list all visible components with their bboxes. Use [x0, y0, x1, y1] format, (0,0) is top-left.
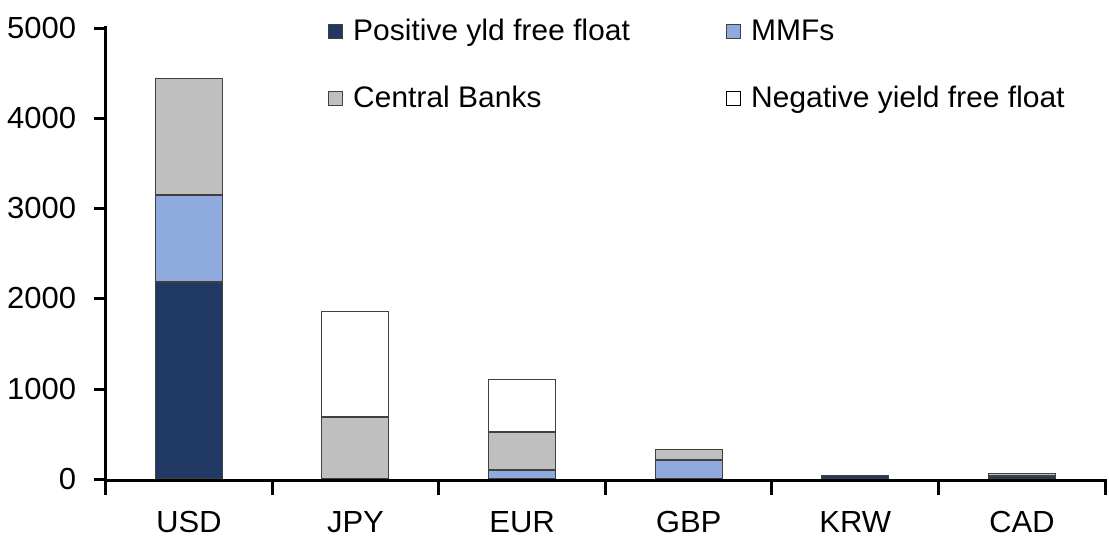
y-tick-label: 3000	[7, 190, 76, 226]
y-tick-label: 0	[58, 461, 76, 496]
y-axis-tick	[94, 207, 104, 211]
legend-item-central-banks: Central Banks	[328, 81, 541, 115]
bar-segment-usd-positive-yld-free-float	[154, 282, 223, 479]
x-category-label: USD	[156, 504, 222, 539]
legend-item-positive-yld-free-float: Positive yld free float	[328, 14, 630, 48]
y-axis-tick	[94, 478, 104, 481]
x-category-label: CAD	[989, 504, 1055, 539]
y-tick-label: 4000	[7, 99, 76, 135]
x-axis-tick	[104, 479, 107, 495]
bar-segment-cad-positive-yld-free-float	[987, 475, 1056, 479]
y-axis-line	[104, 26, 107, 482]
legend-swatch-positive-yld-free-float-icon	[328, 23, 343, 39]
x-axis-tick	[603, 479, 607, 495]
x-axis-tick	[270, 479, 274, 495]
x-axis-tick	[770, 479, 774, 495]
legend-swatch-mmfs-icon	[726, 23, 741, 39]
y-tick-label: 2000	[7, 280, 76, 316]
bar-segment-jpy-negative-yield-free-float	[321, 311, 390, 417]
legend-label-negative-yield-free-float: Negative yield free float	[751, 81, 1065, 114]
y-tick-label: 5000	[7, 9, 76, 45]
legend-label-mmfs: MMFs	[751, 14, 835, 47]
x-axis-tick	[437, 479, 441, 495]
bar-segment-usd-mmfs	[154, 195, 223, 283]
y-tick-label: 1000	[7, 370, 76, 406]
bar-segment-eur-central-banks	[488, 432, 556, 470]
bar-segment-gbp-mmfs	[654, 460, 723, 479]
legend-swatch-central-banks-icon	[328, 90, 343, 106]
bar-segment-cad-central-banks	[987, 472, 1056, 476]
bar-segment-usd-central-banks	[154, 78, 223, 196]
legend-item-negative-yield-free-float: Negative yield free float	[726, 81, 1065, 115]
x-axis-tick	[937, 479, 940, 495]
legend-item-mmfs: MMFs	[726, 14, 834, 48]
legend-swatch-negative-yield-free-float-icon	[726, 90, 741, 106]
x-axis-tick	[1103, 479, 1107, 495]
bar-segment-eur-negative-yield-free-float	[488, 378, 556, 433]
bar-segment-krw-positive-yld-free-float	[821, 475, 890, 479]
legend-label-positive-yld-free-float: Positive yld free float	[353, 14, 630, 47]
bar-segment-gbp-central-banks	[654, 449, 723, 461]
legend-label-central-banks: Central Banks	[353, 81, 542, 114]
y-axis-tick	[94, 26, 104, 30]
x-category-label: EUR	[489, 504, 555, 539]
x-category-label: JPY	[326, 504, 384, 539]
y-axis-tick	[94, 116, 104, 120]
y-axis-tick	[94, 297, 104, 301]
bar-segment-jpy-central-banks	[321, 416, 390, 479]
bar-segment-eur-mmfs	[488, 469, 556, 479]
x-category-label: KRW	[819, 504, 892, 539]
y-axis-tick	[94, 387, 104, 391]
x-category-label: GBP	[655, 504, 722, 539]
